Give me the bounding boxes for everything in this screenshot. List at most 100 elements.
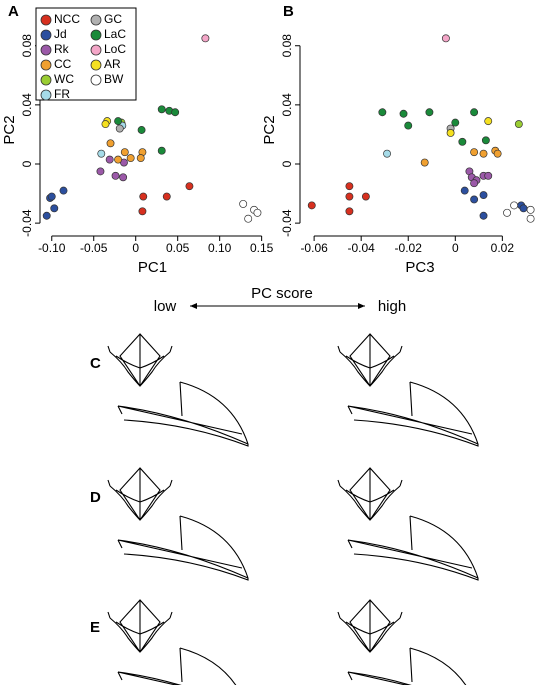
point (239, 199, 248, 208)
legend-label: FR (54, 87, 70, 101)
legend-box (35, 7, 137, 101)
point (114, 155, 123, 164)
point (484, 171, 493, 180)
point (50, 204, 59, 213)
x-tick-label: 0.10 (208, 241, 232, 255)
point (126, 154, 135, 163)
point (479, 191, 488, 199)
legend-label: LoC (104, 42, 126, 56)
point (59, 186, 68, 195)
point (479, 211, 488, 220)
point (458, 137, 467, 146)
point (399, 109, 408, 118)
y-axis-title: PC2 (1, 115, 18, 144)
point (345, 182, 354, 191)
point (171, 108, 180, 117)
x-tick-label: 0.15 (250, 241, 274, 255)
point (470, 148, 479, 157)
legend-marker (40, 89, 52, 101)
legend-marker (90, 74, 102, 86)
point (383, 149, 392, 158)
point (138, 207, 147, 216)
panel-label: D (90, 489, 101, 506)
point (244, 214, 253, 223)
point (157, 105, 166, 114)
point (460, 186, 469, 195)
point (503, 208, 512, 217)
x-tick-label: -0.02 (395, 241, 423, 255)
panel-label: C (90, 355, 101, 372)
point (479, 149, 488, 158)
point (253, 208, 262, 217)
point (137, 126, 146, 134)
legend-marker (40, 44, 52, 56)
x-tick-label: 0 (132, 241, 139, 255)
point (378, 108, 387, 117)
x-tick-label: 0.05 (166, 241, 190, 255)
point (481, 136, 490, 145)
legend-label: NCC (54, 12, 80, 26)
legend-marker (40, 59, 52, 71)
x-tick-label: -0.06 (300, 241, 328, 255)
panel-label: E (90, 619, 100, 636)
point (101, 120, 110, 129)
point (106, 139, 115, 148)
beak-diagrams (107, 333, 479, 685)
legend-marker (40, 29, 52, 41)
point (97, 149, 106, 158)
x-axis-title: PC1 (138, 259, 167, 276)
x-tick-label: 0.02 (491, 241, 515, 255)
legend-marker (40, 74, 52, 86)
point (105, 155, 114, 164)
y-tick-label: -0.04 (280, 209, 294, 237)
y-tick-label: 0.08 (20, 34, 34, 58)
x-axis-title: PC3 (405, 259, 434, 276)
point (185, 182, 194, 191)
y-tick-label: 0 (280, 160, 294, 167)
point (119, 173, 128, 182)
point (345, 207, 354, 216)
point (42, 211, 51, 220)
point (114, 117, 123, 126)
point (139, 192, 148, 201)
point (201, 34, 210, 43)
point (470, 108, 479, 117)
y-axis-title: PC2 (261, 115, 278, 144)
y-tick-label: 0.08 (280, 34, 294, 58)
point (345, 192, 354, 201)
legend-marker (90, 59, 102, 71)
point (519, 204, 528, 213)
point (446, 129, 455, 137)
point (425, 108, 434, 117)
legend-label: LaC (104, 27, 126, 41)
y-tick-label: 0 (20, 160, 34, 167)
legend-label: Rk (54, 42, 70, 56)
legend-marker (90, 44, 102, 56)
point (361, 192, 370, 201)
x-tick-label: -0.04 (347, 241, 375, 255)
point (493, 149, 502, 158)
point (470, 195, 479, 204)
point (514, 120, 523, 129)
y-tick-label: 0.04 (280, 93, 294, 117)
legend-label: CC (54, 57, 72, 71)
legend-label: BW (104, 72, 124, 86)
legend-label: Jd (54, 27, 67, 41)
panel-label: A (8, 3, 19, 20)
legend-label: AR (104, 57, 121, 71)
point (136, 154, 145, 163)
x-tick-label: -0.10 (38, 241, 66, 255)
panel-label: B (283, 3, 294, 20)
point (510, 201, 519, 210)
point (451, 118, 460, 127)
point (111, 171, 120, 180)
x-tick-label: 0 (452, 241, 459, 255)
score-title: PC score (251, 285, 313, 302)
legend-marker (40, 14, 52, 26)
legend-label: WC (54, 72, 74, 86)
point (47, 192, 56, 201)
point (470, 179, 479, 188)
point (115, 124, 124, 133)
point (96, 167, 105, 176)
